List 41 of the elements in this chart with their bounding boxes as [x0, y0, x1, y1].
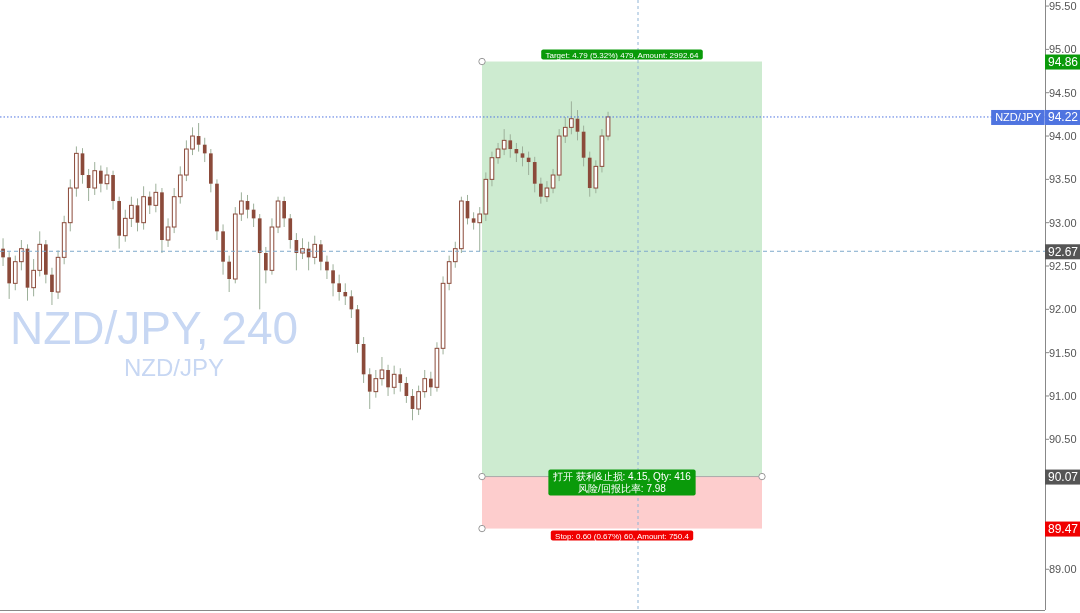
annotation: 90.07 [1048, 470, 1079, 485]
candlestick [312, 235, 318, 265]
annotation: NZD/JPY, 240 [10, 302, 299, 354]
candlestick [532, 156, 537, 193]
annotation: 94.22 [1048, 110, 1079, 125]
candlestick [92, 161, 98, 196]
candlestick [343, 282, 348, 306]
candlestick [325, 255, 329, 280]
candlestick [227, 255, 231, 293]
y-tick-label: 91.50 [1049, 346, 1077, 359]
y-tick-label: 92.50 [1049, 260, 1077, 273]
candlestick [288, 213, 293, 250]
candlestick [520, 145, 525, 167]
ref-line-label: NZD/JPY [995, 111, 1042, 124]
band-label: Stop: 0.60 (0.67%) 60, Amount: 750.4 [555, 532, 690, 542]
candlestick [386, 364, 390, 397]
y-tick-label: 94.00 [1049, 130, 1077, 143]
candlestick [337, 274, 341, 302]
candlestick [202, 137, 207, 163]
y-tick-label: 95.50 [1049, 0, 1077, 13]
annotation: 打开 获利&止损: 4.15, Qty: 416 [552, 471, 692, 483]
y-tick-label: 89.00 [1049, 563, 1077, 576]
candlestick [605, 111, 611, 141]
y-tick-label: 90.50 [1049, 433, 1077, 446]
y-tick-label: 94.50 [1049, 86, 1077, 99]
candlestick [331, 263, 335, 297]
y-tick-label: 91.00 [1049, 389, 1077, 402]
candlestick [50, 267, 54, 306]
candlestick [1, 237, 5, 267]
y-tick-label: 93.50 [1049, 173, 1077, 186]
y-tick-label: 93.00 [1049, 216, 1077, 229]
y-tick-label: 95.00 [1049, 43, 1077, 56]
band-label: Target: 4.79 (5.32%) 479, Amount: 2992.64 [545, 51, 700, 61]
annotation: NZD/JPY [124, 354, 225, 381]
annotation: 94.86 [1048, 55, 1079, 70]
annotation: 风险/回报比率: 7.98 [578, 483, 667, 495]
annotation: 89.47 [1048, 522, 1079, 537]
candlestick [300, 237, 305, 260]
y-tick-label: 92.00 [1049, 303, 1077, 316]
annotation: 92.67 [1048, 244, 1079, 259]
candlestick [319, 239, 323, 271]
